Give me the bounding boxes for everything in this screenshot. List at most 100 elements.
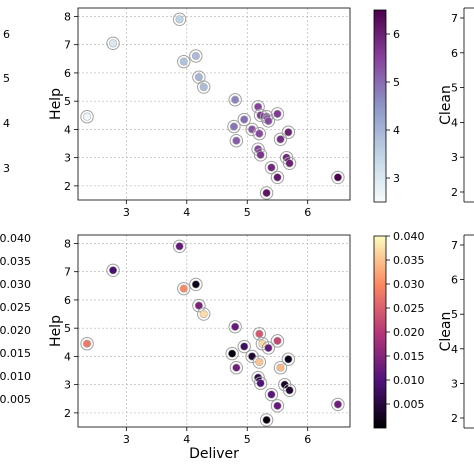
data-point — [179, 284, 188, 293]
data-point — [256, 379, 265, 388]
data-point — [231, 95, 240, 104]
colorbar-tick-label: 0.030 — [393, 278, 425, 291]
data-point — [276, 363, 285, 372]
data-point — [194, 301, 203, 310]
left-partial-tick-label: 6 — [3, 28, 10, 41]
data-point-halo — [270, 399, 285, 413]
data-point — [191, 280, 200, 289]
data-point-halo — [177, 281, 191, 296]
right-panel-y-tick-label: 7 — [451, 12, 458, 25]
data-point — [284, 355, 293, 364]
data-point-halo — [281, 352, 296, 366]
data-point — [175, 242, 184, 251]
y-tick-label: 4 — [64, 123, 71, 136]
y-tick-label: 3 — [64, 379, 71, 392]
y-tick-label: 6 — [64, 67, 71, 80]
data-point — [108, 266, 118, 275]
data-point — [179, 57, 188, 66]
data-point — [276, 135, 285, 144]
data-point-halo — [172, 239, 187, 253]
right-panel-y-tick-label: 4 — [451, 116, 458, 129]
data-point-halo — [261, 341, 276, 355]
data-point — [255, 329, 264, 338]
data-point-halo — [264, 387, 279, 402]
data-point — [273, 173, 282, 182]
x-tick-label: 3 — [123, 433, 130, 446]
colorbar-tick-label: 5 — [393, 76, 400, 89]
colorbar-tick-label: 0.015 — [393, 350, 425, 363]
data-point — [228, 349, 237, 358]
data-point-halo — [189, 49, 203, 63]
data-point — [267, 163, 276, 172]
data-point — [231, 322, 240, 331]
scatter-panel-bottom: 3 4 5 6 2 3 4 5 6 7 8 Help Deliver — [48, 234, 351, 462]
left-partial-tick-label: 5 — [3, 72, 10, 85]
y-tick-label: 3 — [64, 152, 71, 165]
data-point-halo — [192, 298, 206, 313]
right-panel-y-tick-label: 6 — [451, 274, 458, 287]
data-point-halo — [237, 339, 251, 354]
colorbar-tick-label: 0.025 — [393, 302, 425, 315]
data-point-halo — [270, 107, 285, 121]
colorbar-tick-label: 0.010 — [393, 374, 425, 387]
left-partial-top-ticks: 6 5 4 3 — [3, 28, 10, 175]
y-tick-label: 4 — [64, 350, 71, 363]
x-tick-label: 3 — [123, 206, 130, 219]
data-point-halo — [225, 346, 239, 361]
data-point-halo — [259, 413, 274, 427]
data-point-halo — [259, 186, 274, 200]
data-point — [273, 336, 282, 345]
data-point — [285, 386, 294, 395]
data-point-halo — [197, 80, 211, 94]
data-point-halo — [264, 160, 279, 175]
y-tick-label: 2 — [64, 180, 71, 193]
data-point-halo — [273, 361, 288, 375]
y-axis-label: Help — [48, 88, 64, 120]
right-partial-panel-top: 7 6 5 4 3 2 Clean — [438, 7, 474, 203]
colorbar-tick-label: 4 — [393, 124, 400, 137]
y-tick-label: 2 — [64, 407, 71, 420]
colorbar-tick-label: 3 — [393, 172, 400, 185]
data-point-halo — [189, 277, 203, 292]
data-point — [108, 39, 118, 48]
x-tick-label: 5 — [244, 433, 251, 446]
data-point-halo — [106, 36, 120, 50]
colorbar-tick-label: 0.005 — [393, 398, 425, 411]
data-point — [240, 342, 249, 351]
data-point-halo — [228, 320, 242, 334]
data-point-halo — [331, 170, 345, 185]
colorbar-tick-label: 6 — [393, 28, 400, 41]
data-point — [229, 122, 239, 131]
data-point — [82, 339, 92, 348]
right-partial-panel-bottom: 7 6 5 4 3 2 Clean — [438, 234, 474, 429]
data-point-halo — [229, 361, 244, 375]
data-point-halo — [80, 337, 94, 351]
left-partial-tick-label: 3 — [3, 162, 10, 175]
data-point-halo — [253, 376, 268, 390]
plot-frame — [77, 234, 351, 428]
data-point — [273, 109, 282, 118]
y-tick-label: 8 — [64, 10, 71, 23]
data-point-halo — [282, 156, 297, 170]
data-point — [240, 115, 249, 124]
data-point — [267, 390, 276, 399]
colorbar-gradient — [373, 235, 387, 429]
x-axis-label: Deliver — [189, 446, 239, 462]
data-point — [273, 401, 282, 410]
data-point-halo — [177, 54, 191, 69]
right-panel-y-axis-label: Clean — [438, 312, 454, 352]
data-point-halo — [229, 134, 244, 148]
data-point — [264, 116, 273, 126]
data-point-halo — [273, 132, 288, 146]
colorbar-gradient — [373, 9, 387, 203]
data-point-halo — [197, 307, 211, 321]
data-point — [232, 136, 241, 145]
colorbar-top: 3 4 5 6 — [373, 9, 400, 203]
data-point-halo — [172, 12, 187, 26]
data-point — [264, 343, 273, 353]
left-partial-tick-label: 0.040 — [0, 232, 31, 245]
left-partial-tick-label: 4 — [3, 117, 10, 130]
colorbar-tick-label: 0.040 — [393, 230, 425, 243]
data-point-halo — [106, 263, 120, 277]
